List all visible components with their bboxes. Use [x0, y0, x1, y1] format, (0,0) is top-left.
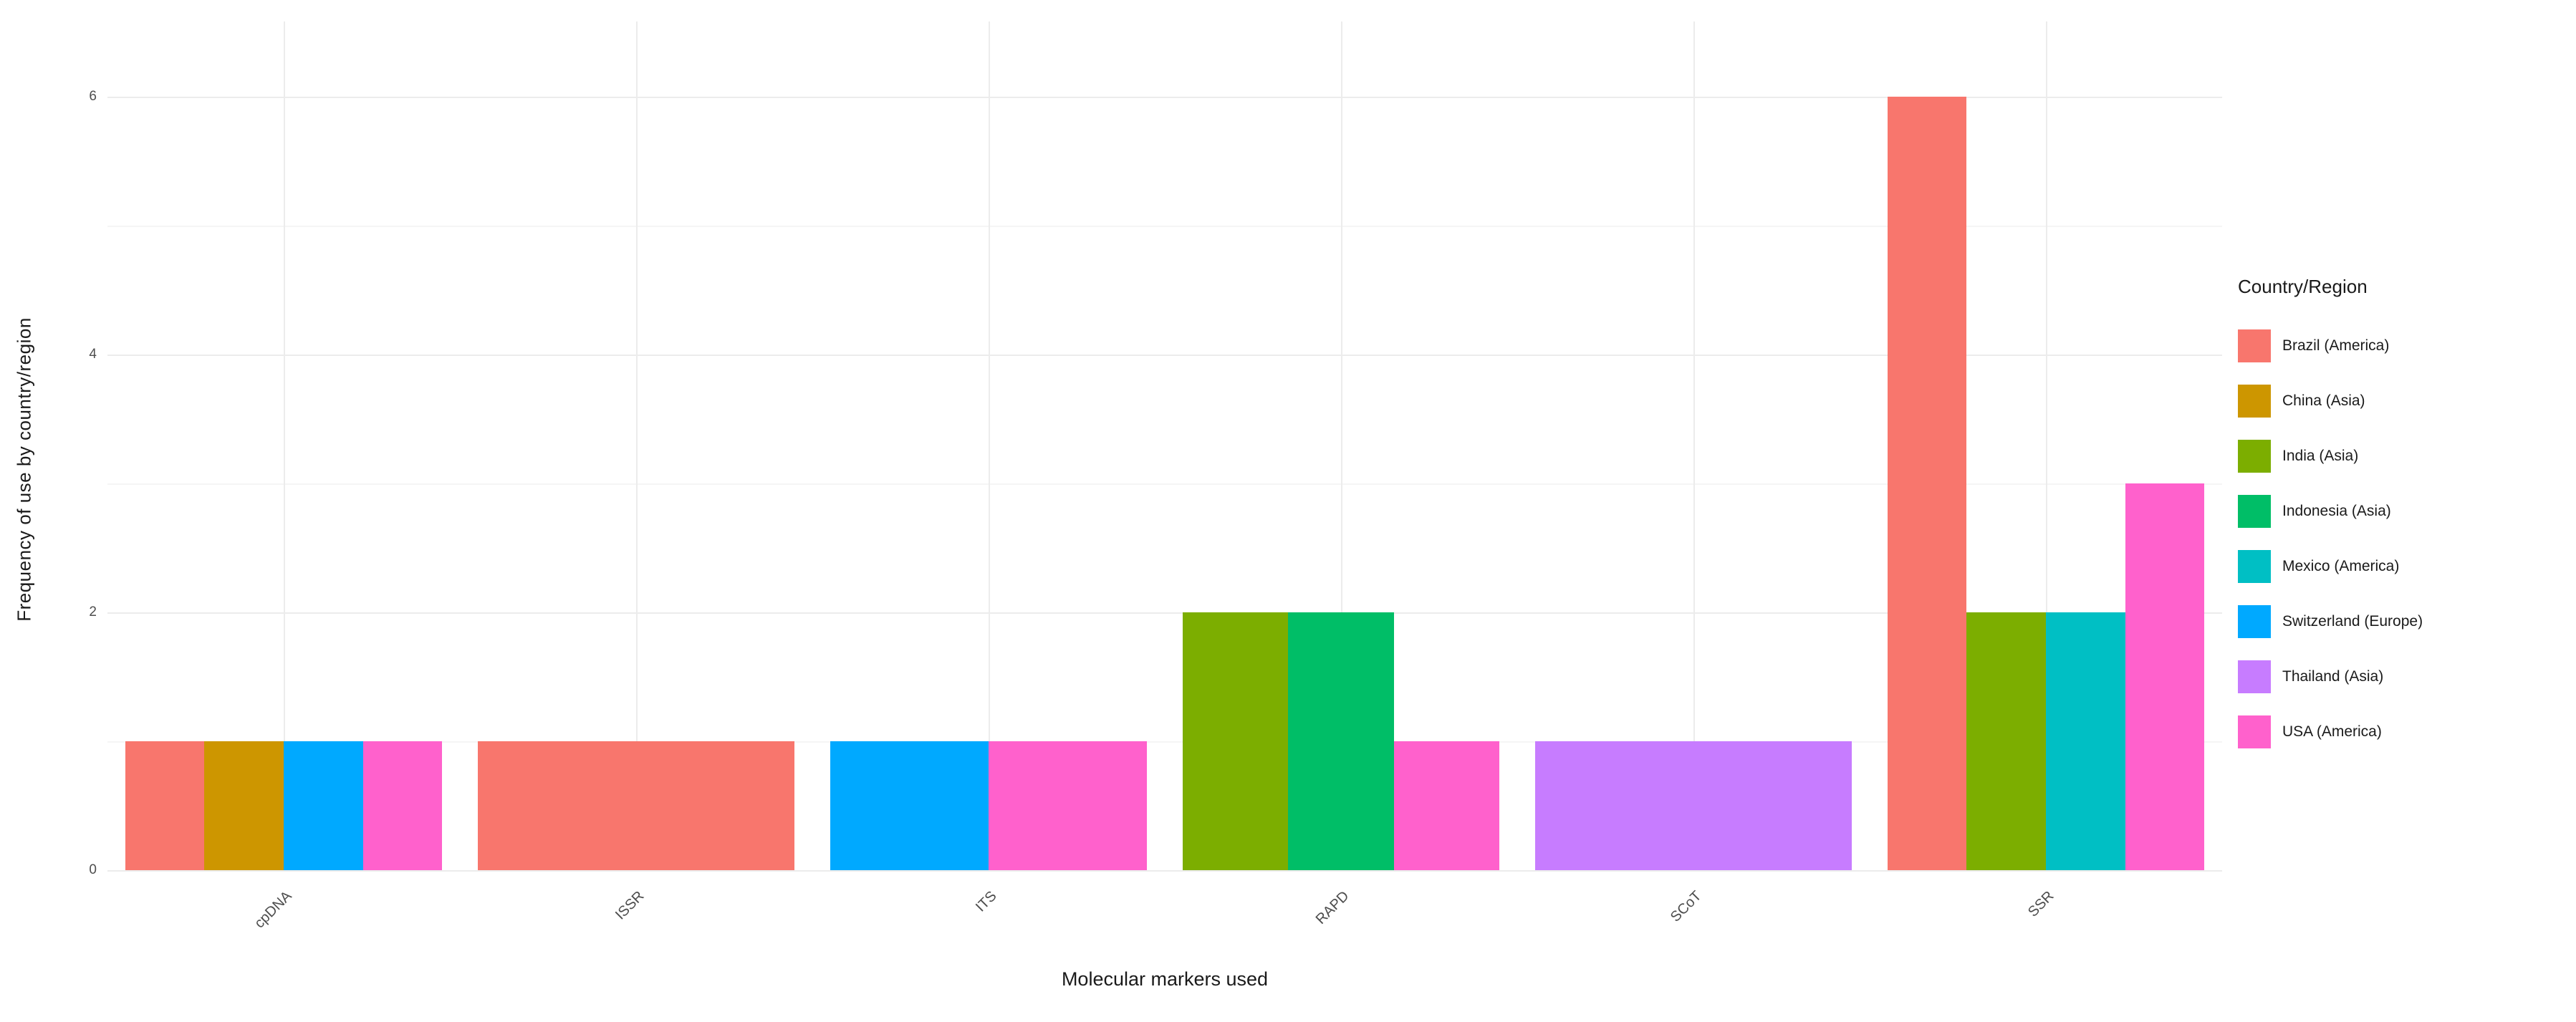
- category-gridline: [284, 21, 285, 870]
- legend-item: Switzerland (Europe): [2238, 594, 2567, 649]
- y-tick-label: 2: [89, 604, 97, 620]
- bar-SSR-usa: [2125, 483, 2205, 870]
- minor-gridline: [107, 741, 2222, 743]
- bar-SSR-india: [1966, 612, 2046, 870]
- category-gridline: [2046, 21, 2047, 870]
- legend-item: China (Asia): [2238, 373, 2567, 428]
- chart-panel: [107, 21, 2222, 870]
- category-gridline: [1693, 21, 1695, 870]
- x-axis-title: Molecular markers used: [1061, 968, 1269, 990]
- legend-swatch-icon: [2238, 604, 2271, 638]
- y-tick-label: 0: [89, 862, 97, 877]
- legend-swatch-icon: [2238, 494, 2271, 528]
- legend: Country/Region Brazil (America) China (As…: [2238, 276, 2567, 759]
- legend-swatch-icon: [2238, 439, 2271, 473]
- legend-swatch-icon: [2238, 384, 2271, 418]
- legend-item: Brazil (America): [2238, 318, 2567, 373]
- y-tick-label: 4: [89, 347, 97, 362]
- legend-item: India (Asia): [2238, 428, 2567, 483]
- bar-SSR-mexico: [2046, 612, 2125, 870]
- legend-swatch-icon: [2238, 660, 2271, 693]
- legend-item: Thailand (Asia): [2238, 649, 2567, 704]
- y-axis-title: Frequency of use by country/region: [13, 317, 35, 622]
- legend-item: Mexico (America): [2238, 539, 2567, 594]
- bar-cpDNA-switzerland: [284, 741, 363, 870]
- legend-item: USA (America): [2238, 704, 2567, 759]
- major-gridline: [107, 870, 2222, 872]
- minor-gridline: [107, 483, 2222, 485]
- bar-cpDNA-brazil: [125, 741, 205, 870]
- legend-title: Country/Region: [2238, 276, 2368, 297]
- legend-item-label: Mexico (America): [2282, 557, 2400, 574]
- legend-item: Indonesia (Asia): [2238, 483, 2567, 539]
- legend-item-label: China (Asia): [2282, 392, 2365, 409]
- major-gridline: [107, 355, 2222, 356]
- legend-swatch-icon: [2238, 715, 2271, 748]
- legend-swatch-icon: [2238, 549, 2271, 583]
- bar-cpDNA-usa: [362, 741, 443, 870]
- category-gridline: [989, 21, 990, 870]
- major-gridline: [107, 612, 2222, 614]
- bar-SSR-brazil: [1887, 97, 1967, 870]
- legend-item-label: USA (America): [2282, 723, 2382, 740]
- legend-item-label: Thailand (Asia): [2282, 667, 2384, 685]
- bar-RAPD-india: [1182, 612, 1289, 870]
- bar-SCoT-thailand: [1534, 741, 1852, 870]
- legend-item-label: Indonesia (Asia): [2282, 502, 2391, 519]
- bar-RAPD-indonesia: [1288, 612, 1394, 870]
- legend-swatch-icon: [2238, 329, 2271, 362]
- legend-item-label: India (Asia): [2282, 447, 2359, 464]
- minor-gridline: [107, 226, 2222, 227]
- bar-ITS-switzerland: [830, 741, 989, 870]
- bar-cpDNA-china: [204, 741, 284, 870]
- y-tick-label: 6: [89, 89, 97, 104]
- major-gridline: [107, 97, 2222, 98]
- legend-item-label: Brazil (America): [2282, 337, 2390, 354]
- bar-ISSR-brazil: [477, 741, 795, 870]
- category-gridline: [636, 21, 638, 870]
- bar-RAPD-usa: [1393, 741, 1500, 870]
- category-gridline: [1341, 21, 1342, 870]
- bar-ITS-usa: [989, 741, 1148, 870]
- legend-item-label: Switzerland (Europe): [2282, 612, 2423, 630]
